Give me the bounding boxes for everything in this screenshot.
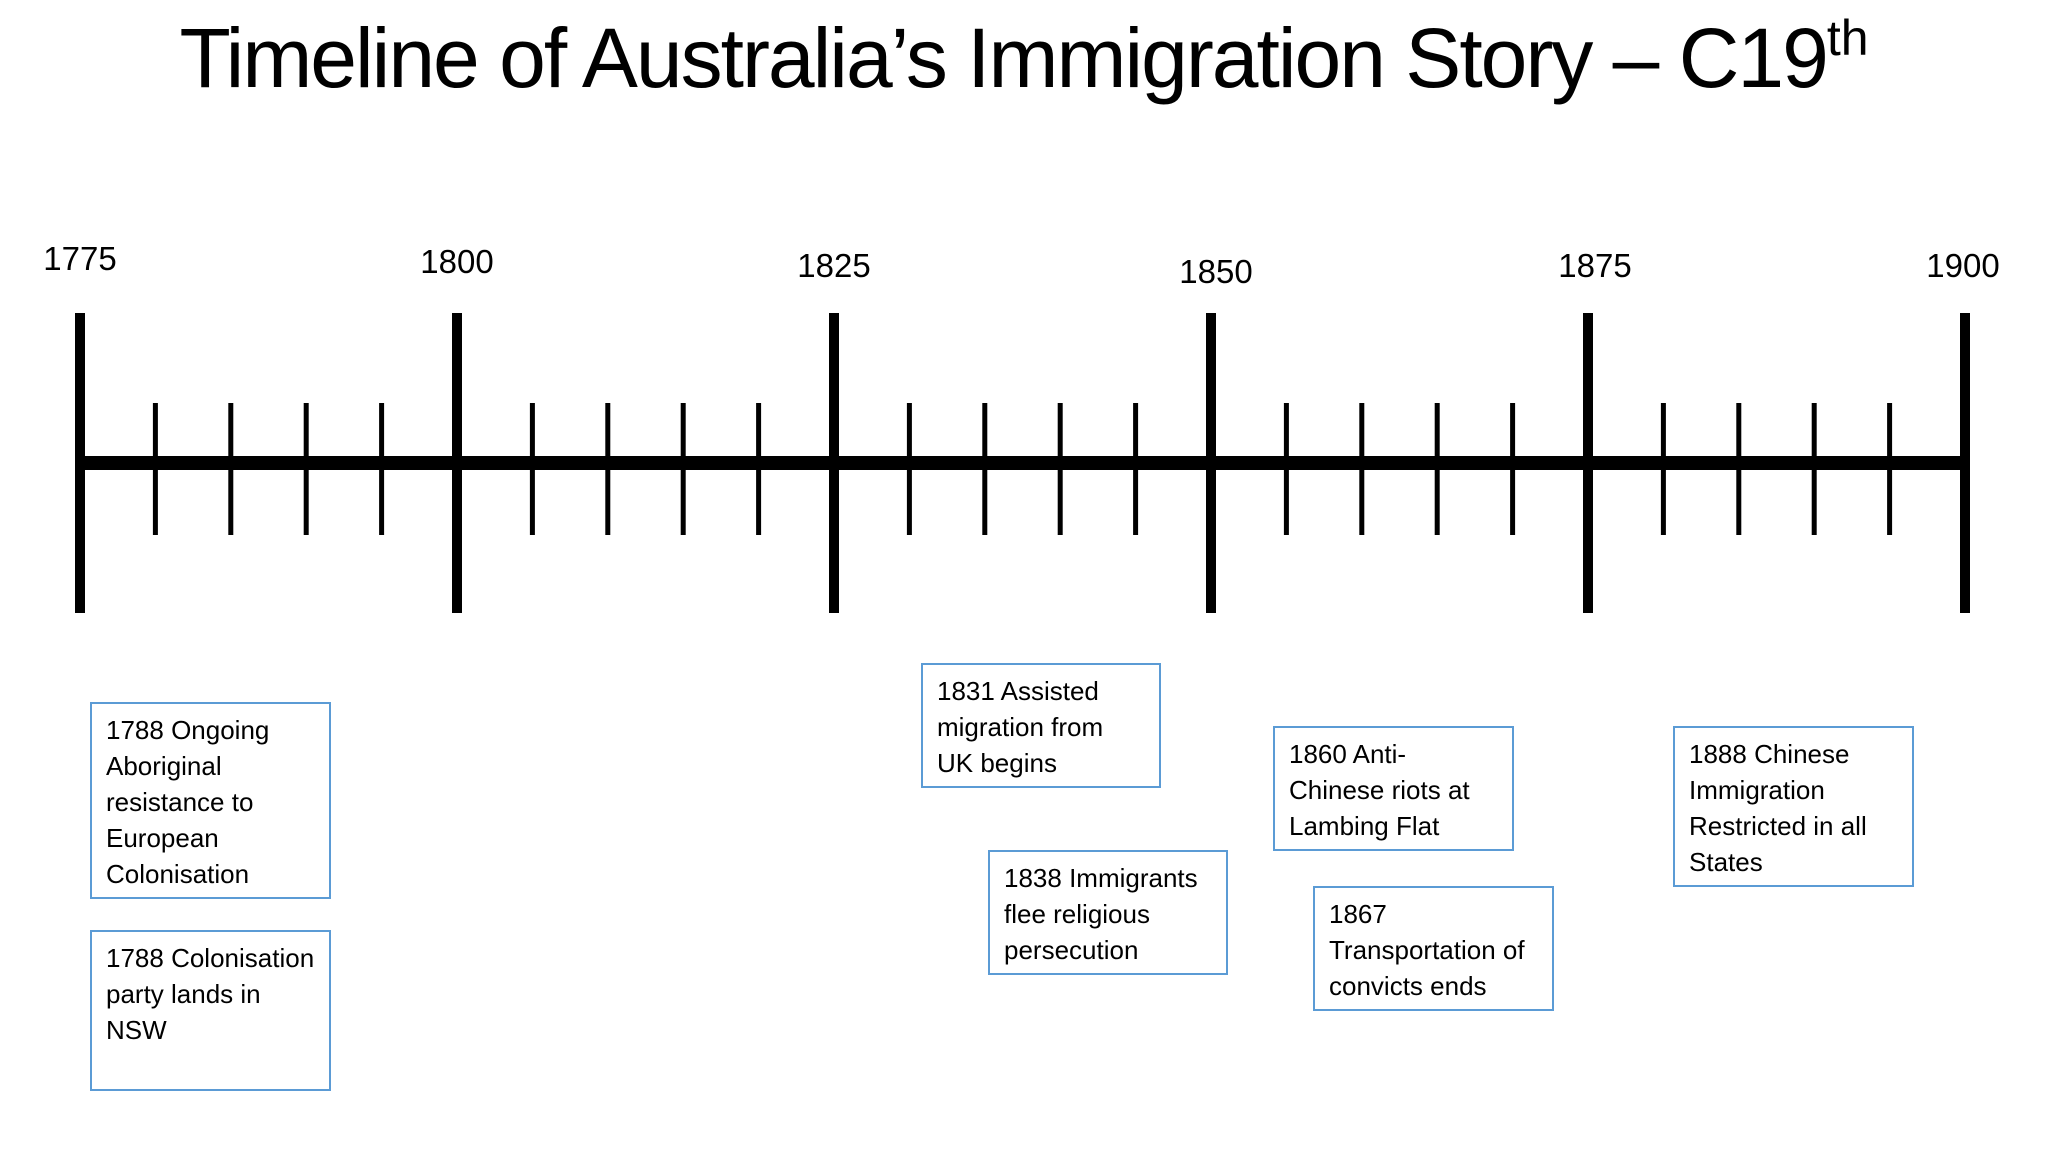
page-title: Timeline of Australia’s Immigration Stor… xyxy=(0,8,2048,109)
event-box-1788-colonisation: 1788 Colonisation party lands in NSW xyxy=(90,930,331,1091)
year-label-1900: 1900 xyxy=(1926,247,2000,284)
year-label-1800: 1800 xyxy=(420,243,494,280)
year-label-1850: 1850 xyxy=(1179,253,1253,290)
event-box-1860-lambing-flat: 1860 Anti-Chinese riots at Lambing Flat xyxy=(1273,726,1514,851)
event-box-1838-religious-persecution: 1838 Immigrants flee religious persecuti… xyxy=(988,850,1228,975)
title-main: Timeline of Australia’s Immigration Stor… xyxy=(179,11,1828,105)
event-box-1888-chinese-restricted: 1888 Chinese Immigration Restricted in a… xyxy=(1673,726,1914,887)
title-superscript: th xyxy=(1826,10,1869,66)
year-label-1775: 1775 xyxy=(43,240,117,277)
event-box-1831-assisted-migration: 1831 Assisted migration from UK begins xyxy=(921,663,1161,788)
year-label-1875: 1875 xyxy=(1558,247,1632,284)
year-label-1825: 1825 xyxy=(797,247,871,284)
event-box-1788-resistance: 1788 Ongoing Aboriginal resistance to Eu… xyxy=(90,702,331,899)
event-box-1867-transportation-ends: 1867 Transportation of convicts ends xyxy=(1313,886,1554,1011)
